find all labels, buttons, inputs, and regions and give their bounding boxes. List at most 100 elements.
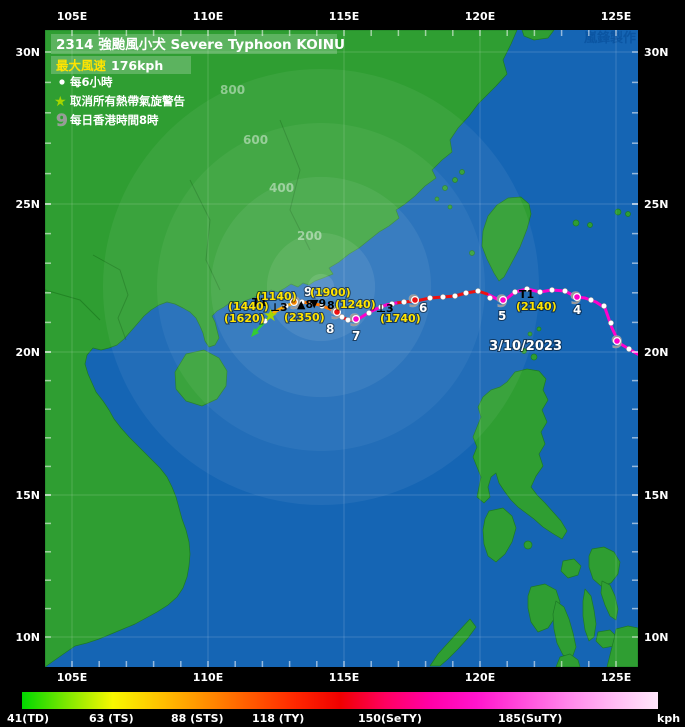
- six-hourly-position-dot: [601, 303, 607, 309]
- six-hourly-position-dot: [463, 290, 469, 296]
- signal-time-label: (1140): [256, 290, 297, 303]
- day-number-label: 8: [326, 322, 334, 336]
- six-hourly-position-dot: [626, 346, 632, 352]
- colorbar-unit: kph: [657, 712, 680, 725]
- lon-label-top: 125E: [601, 10, 631, 23]
- six-hourly-position-dot: [427, 295, 433, 301]
- daily-position-intensity-dot: [290, 298, 299, 307]
- province-border-line: [45, 289, 101, 321]
- land-mindoro: [482, 507, 517, 563]
- warning-signal-symbol: ⊥3: [270, 301, 288, 314]
- six-hourly-position-dot: [339, 314, 345, 320]
- warning-signal-symbol: ▲8: [297, 298, 313, 311]
- lat-label-left: 10N: [15, 631, 40, 644]
- land-masbate: [560, 558, 582, 579]
- axis-labels: 105E 105E 110E 110E 115E 115E 120E 120E 125E 125E…: [15, 10, 668, 684]
- signal-time-label: (1900): [310, 286, 351, 299]
- colorbar-threshold-label: 41(TD): [7, 712, 49, 725]
- lon-label-top: 110E: [193, 10, 223, 23]
- day-number-label: 7: [352, 329, 360, 343]
- ring-distance-label: 200: [297, 229, 322, 243]
- track-forecast-arrowhead: [251, 328, 259, 337]
- six-hourly-position-dot: [549, 287, 555, 293]
- islet: [530, 353, 538, 361]
- six-hourly-position-dot: [537, 289, 543, 295]
- colorbar-threshold-label: 150(SeTY): [358, 712, 422, 725]
- title-block: 2314 強颱風小犬 Severe Typhoon KOINU 最大風速 176k…: [51, 34, 345, 131]
- day-number-label: 4: [573, 303, 581, 317]
- six-hourly-position-dot: [299, 299, 305, 305]
- lon-label-bottom: 125E: [601, 671, 631, 684]
- edge-ticks: [45, 30, 638, 667]
- six-hourly-position-dot: [452, 293, 458, 299]
- six-hourly-position-dot: [524, 286, 530, 292]
- max-wind-label: 最大風速: [56, 58, 107, 73]
- six-hourly-position-dot: [283, 303, 289, 309]
- map-area: 嵐鋒製作: [45, 30, 638, 667]
- range-ring-labels: 200 400 600 800: [220, 83, 322, 243]
- lat-label-left: 20N: [15, 346, 40, 359]
- land-panay: [527, 583, 561, 633]
- colorbar-labels: 41(TD) 63 (TS) 88 (STS) 118 (TY) 150(SeTY) 18…: [7, 712, 562, 725]
- six-hourly-position-dot: [475, 288, 481, 294]
- storm-track: 99495969798993/10/2023T1⊥38▼9▲8⊥3T1(2140…: [223, 284, 638, 356]
- signal-time-label: (1620): [224, 312, 265, 325]
- day-number-label: 9: [304, 285, 312, 299]
- cancel-warnings-star-icon: ★: [263, 306, 278, 326]
- six-hourly-position-dot: [440, 294, 446, 300]
- legend: 每6小時 ★ 取消所有熱帶氣旋警告 9 每日香港時間8時: [54, 75, 185, 131]
- daily-position-intensity-dot: [352, 315, 361, 324]
- six-hourly-position-dot: [345, 317, 351, 323]
- signal-time-label: (2350): [284, 311, 325, 324]
- signal-time-label: (1440): [228, 300, 269, 313]
- six-hourly-dot-icon: [59, 79, 65, 85]
- six-hourly-position-dot: [401, 299, 407, 305]
- islet: [625, 211, 631, 217]
- land-palawan: [429, 618, 477, 667]
- daily-position-intensity-dot: [499, 296, 508, 305]
- six-hourly-position-dot: [366, 310, 372, 316]
- track-segment: [268, 301, 296, 317]
- range-rings-overlay: [103, 69, 539, 505]
- lon-label-top: 115E: [329, 10, 359, 23]
- lon-label-bottom: 110E: [193, 671, 223, 684]
- six-hourly-position-dot: [588, 297, 594, 303]
- land-zhoushan: [521, 30, 555, 41]
- lat-label-left: 25N: [15, 198, 40, 211]
- lat-label-right: 10N: [644, 631, 669, 644]
- legend-cancel-warnings: 取消所有熱帶氣旋警告: [70, 94, 185, 108]
- daily-position-intensity-dot: [612, 337, 621, 346]
- signal-time-label: (2140): [516, 300, 557, 313]
- land-leyte: [600, 580, 619, 621]
- lat-label-right: 25N: [644, 198, 669, 211]
- storm-title: 2314 強颱風小犬 Severe Typhoon KOINU: [56, 36, 345, 53]
- ring-distance-label: 400: [269, 181, 294, 195]
- warning-signal-symbol: T1: [519, 288, 534, 301]
- daily-position-intensity-dot: [333, 308, 342, 317]
- lon-label-bottom: 115E: [329, 671, 359, 684]
- cancel-star-icon: ★: [54, 94, 67, 110]
- land-cebu: [582, 588, 597, 642]
- lat-label-left: 30N: [15, 46, 40, 59]
- six-hourly-position-dot: [562, 288, 568, 294]
- colorbar-threshold-label: 88 (STS): [171, 712, 224, 725]
- track-date-label: 3/10/2023: [489, 339, 562, 354]
- islet: [614, 208, 622, 216]
- day-number-label: 6: [419, 301, 427, 315]
- watermark-text: 嵐鋒製作: [583, 30, 636, 46]
- signal-time-label: (1240): [335, 298, 376, 311]
- ring-distance-label: 800: [220, 83, 245, 97]
- islet: [572, 219, 580, 227]
- six-hourly-position-dot: [389, 301, 395, 307]
- colorbar: 41(TD) 63 (TS) 88 (STS) 118 (TY) 150(SeTY) 18…: [7, 692, 680, 725]
- lon-label-top: 120E: [465, 10, 495, 23]
- colorbar-threshold-label: 63 (TS): [89, 712, 134, 725]
- lat-label-left: 15N: [15, 489, 40, 502]
- warning-signal-symbol: T1: [252, 296, 267, 309]
- six-hourly-position-dot: [512, 289, 518, 295]
- track-segment: [485, 287, 638, 356]
- daily-position-nine-icon: 9: [56, 111, 68, 131]
- ring-distance-label: 600: [243, 133, 268, 147]
- lon-label-bottom: 105E: [57, 671, 87, 684]
